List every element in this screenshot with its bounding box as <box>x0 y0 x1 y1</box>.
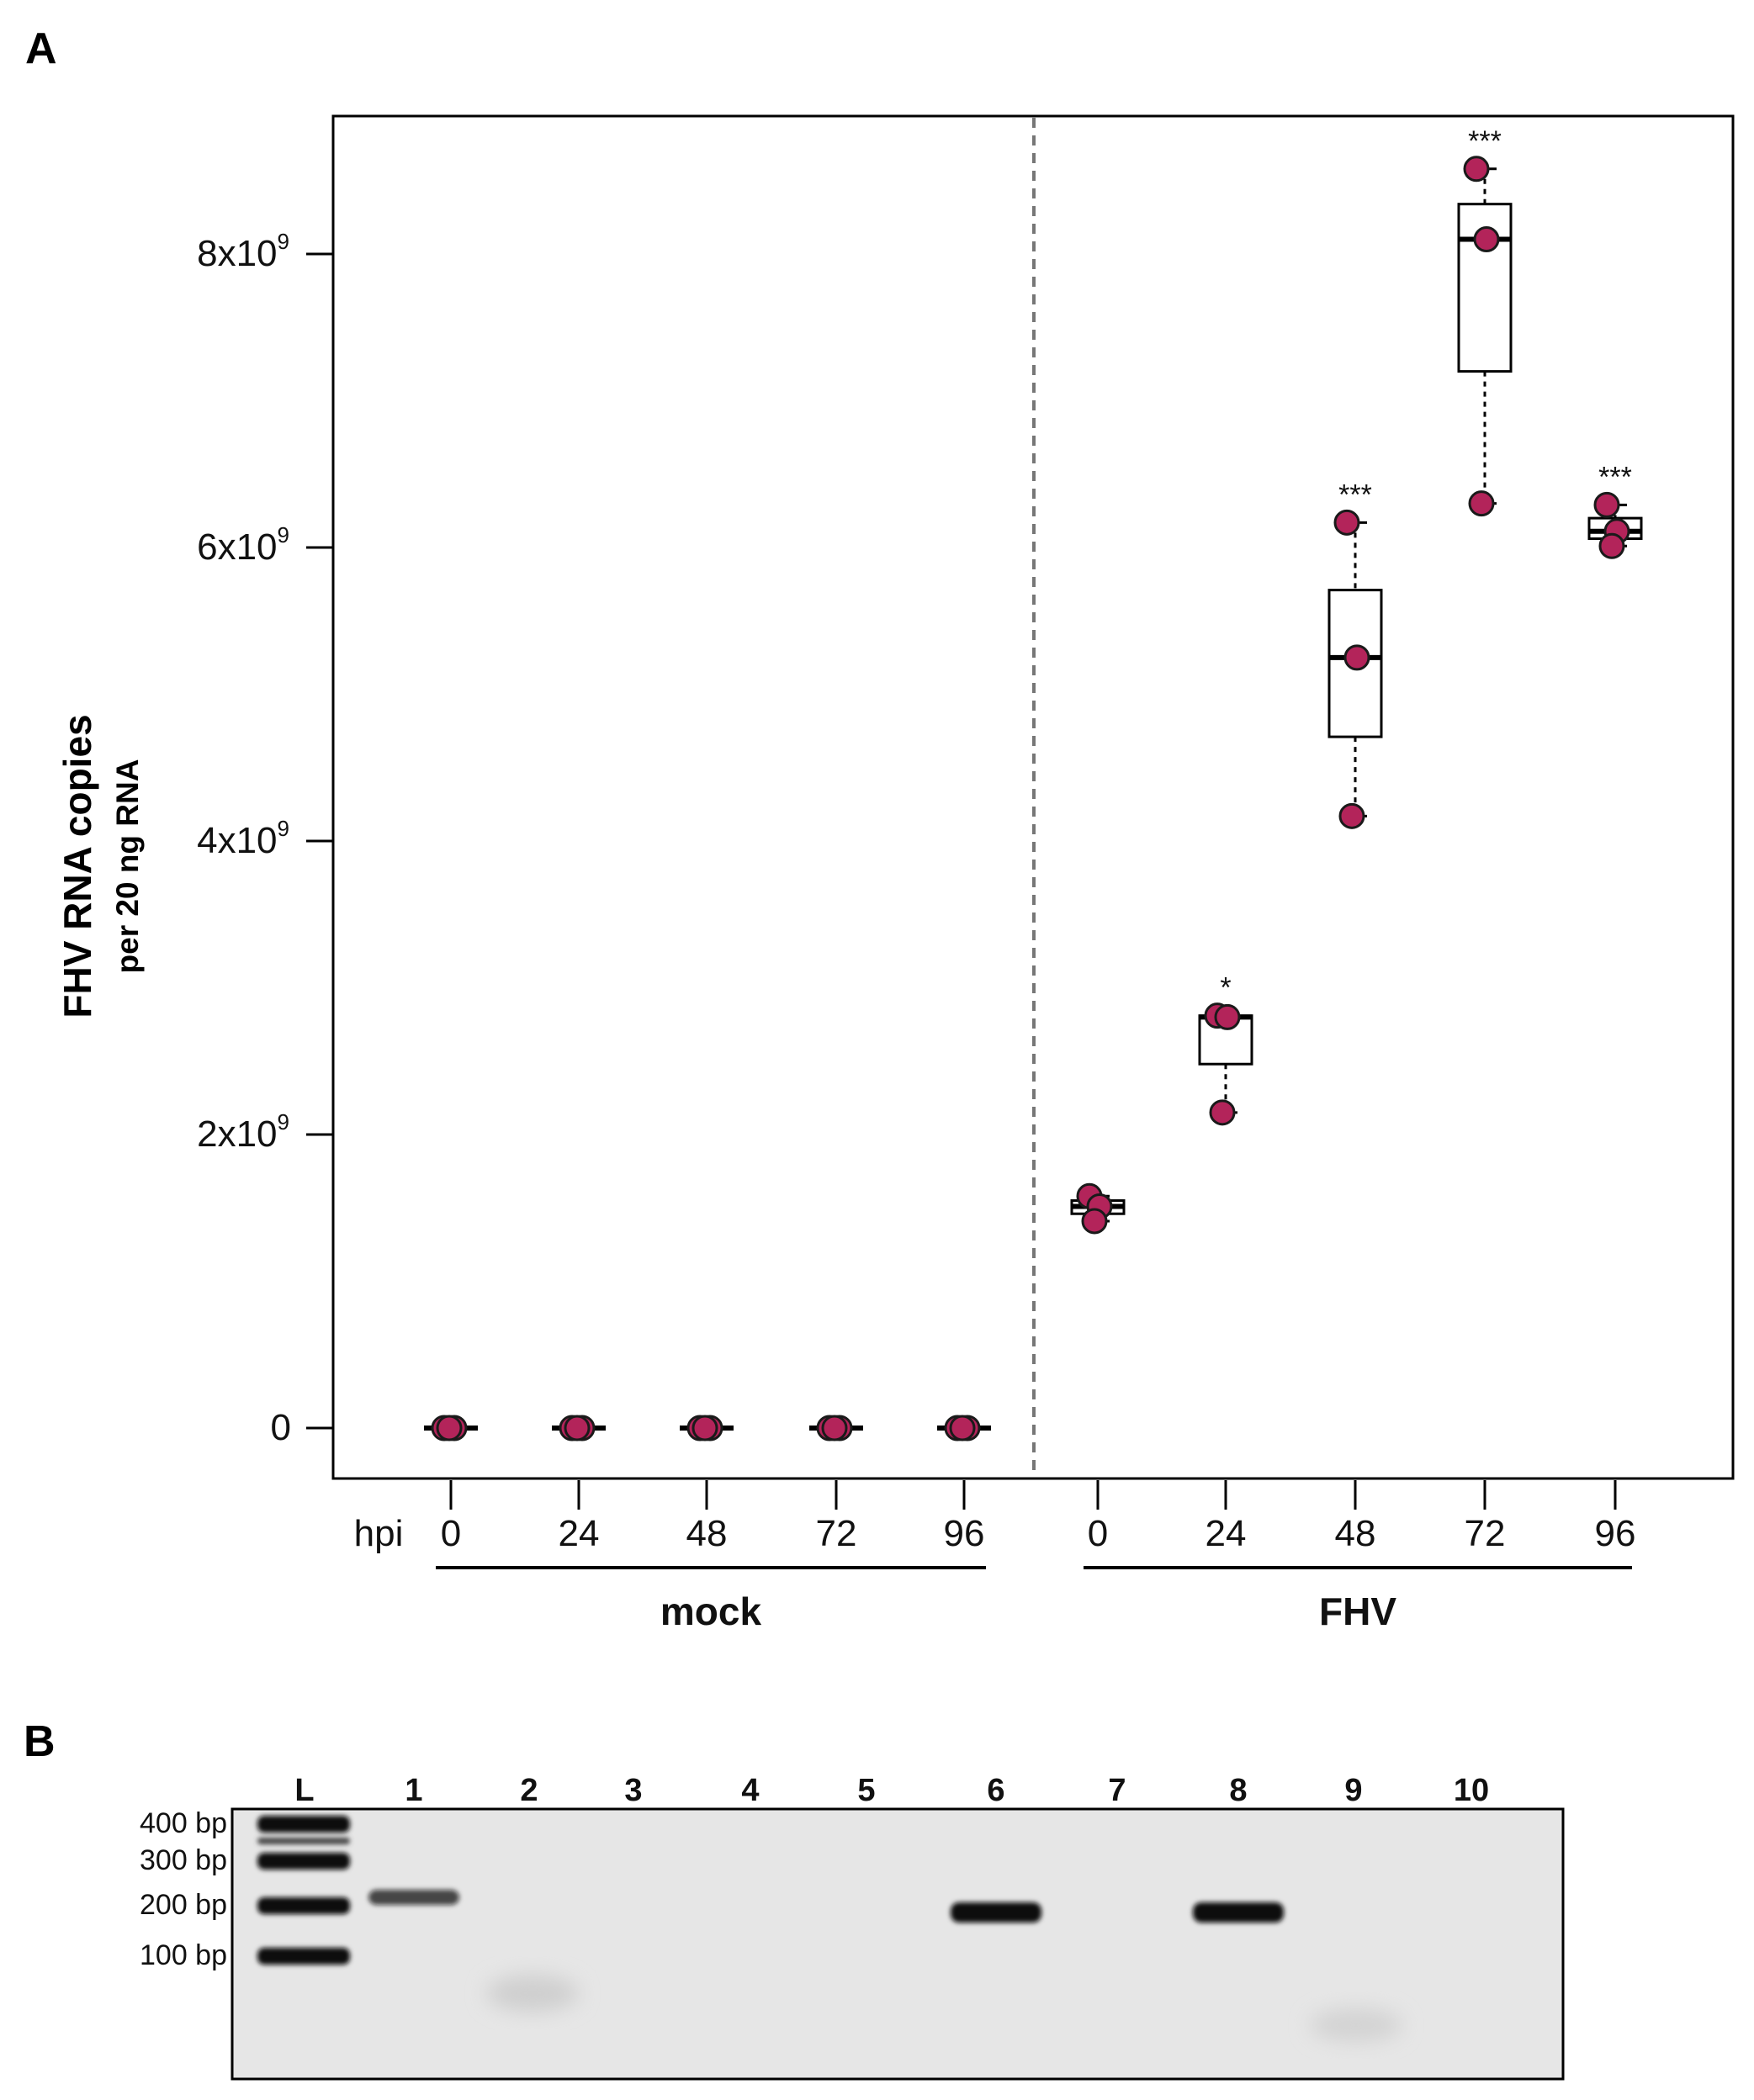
y-tick-exponent: 9 <box>278 1109 289 1135</box>
x-tick-label: 96 <box>1595 1513 1636 1554</box>
box-mock-48 <box>680 1415 734 1441</box>
x-tick-label: 48 <box>686 1513 728 1554</box>
y-tick-exponent: 9 <box>278 522 289 547</box>
significance-label: *** <box>1338 479 1372 510</box>
gel-lane-label: 6 <box>987 1773 1004 1808</box>
ladder-band <box>257 1816 350 1833</box>
data-point <box>949 1415 976 1441</box>
gel-lane-label: 10 <box>1454 1773 1489 1808</box>
data-point <box>564 1415 591 1441</box>
significance-label: *** <box>1468 125 1502 157</box>
box-FHV-0 <box>1070 1182 1126 1235</box>
y-tick-base: 0 <box>271 1407 291 1448</box>
panel-b-label: B <box>24 1717 56 1766</box>
gel-lane-label: 4 <box>741 1773 759 1808</box>
gel-lane-label: 3 <box>624 1773 642 1808</box>
gel-band <box>951 1902 1041 1923</box>
x-tick-label: 24 <box>1206 1513 1247 1554</box>
gel-lane-label: 5 <box>857 1773 875 1808</box>
gel-band <box>1193 1902 1284 1923</box>
gel-size-marker: 400 bp <box>140 1807 227 1839</box>
box-mock-96 <box>937 1415 991 1441</box>
panel-a-label: A <box>25 24 57 73</box>
box-FHV-96: *** <box>1587 461 1643 559</box>
y-tick-base: 8x10 <box>197 233 277 274</box>
data-point <box>1338 802 1365 829</box>
group-label: FHV <box>1319 1590 1396 1633</box>
data-point <box>1473 226 1500 253</box>
gel-lane-label: L <box>294 1773 314 1808</box>
y-axis-sublabel: per 20 ng RNA <box>110 759 145 974</box>
data-point <box>821 1415 848 1441</box>
data-point <box>1209 1099 1236 1126</box>
plot-frame <box>331 114 1735 1480</box>
group-label: mock <box>660 1590 762 1633</box>
data-point <box>1468 490 1495 517</box>
x-tick-label: 0 <box>1088 1513 1108 1554</box>
y-tick-exponent: 9 <box>278 816 289 841</box>
box-FHV-48: *** <box>1327 479 1383 829</box>
data-point <box>1081 1208 1108 1235</box>
x-tick-label: 96 <box>944 1513 985 1554</box>
y-tick-exponent: 9 <box>278 229 289 254</box>
gel-band <box>368 1890 459 1905</box>
gel-size-marker: 300 bp <box>140 1844 227 1876</box>
y-tick-base: 2x10 <box>197 1113 277 1155</box>
ladder-band <box>257 1853 350 1870</box>
box-FHV-24: * <box>1198 972 1253 1126</box>
x-tick-label: 24 <box>559 1513 600 1554</box>
ladder-band <box>257 1897 350 1914</box>
gel-lane-label: 1 <box>405 1773 422 1808</box>
ladder-band <box>257 1838 350 1844</box>
gel-lane-label: 7 <box>1108 1773 1126 1808</box>
box-mock-72 <box>809 1415 863 1441</box>
data-point <box>436 1415 463 1441</box>
y-tick-label: 4x109 <box>197 816 289 861</box>
box-mock-24 <box>552 1415 606 1441</box>
data-point <box>1333 509 1360 536</box>
x-axis: hpi 0 24 48 72 96 0 24 48 72 96 mock FHV <box>354 1480 1636 1633</box>
x-tick-label: 72 <box>1465 1513 1506 1554</box>
box-mock-0 <box>424 1415 478 1441</box>
gel-lane-label: 2 <box>520 1773 538 1808</box>
y-tick-base: 4x10 <box>197 820 277 861</box>
x-tick-label: 48 <box>1335 1513 1376 1554</box>
data-point <box>1598 532 1625 559</box>
data-point <box>1343 644 1370 671</box>
gel-size-marker: 100 bp <box>140 1939 227 1971</box>
gel-size-marker: 200 bp <box>140 1889 227 1921</box>
gel-smear <box>1310 2008 1402 2042</box>
data-point <box>1214 1003 1241 1030</box>
gel-smear <box>486 1975 579 2012</box>
x-tick-label: 0 <box>441 1513 461 1554</box>
y-axis-title: FHV RNA copies per 20 ng RNA <box>56 714 145 1018</box>
data-point <box>1463 156 1490 182</box>
gel-content: L 1 2 3 4 5 6 7 8 9 10 400 bp 300 bp 200 bp 100 bp <box>140 1773 1489 2042</box>
box-FHV-72: *** <box>1457 125 1513 517</box>
y-tick-label: 8x109 <box>197 229 289 274</box>
significance-label: * <box>1220 972 1231 1004</box>
y-tick-base: 6x10 <box>197 526 277 568</box>
y-tick-label: 6x109 <box>197 522 289 568</box>
significance-label: *** <box>1598 461 1632 493</box>
ladder-band <box>257 1948 350 1965</box>
gel-lane-label: 9 <box>1344 1773 1362 1808</box>
y-axis-label: FHV RNA copies <box>56 714 99 1018</box>
data-point <box>692 1415 718 1441</box>
y-tick-label: 0 <box>271 1407 291 1448</box>
gel-lane-label: 8 <box>1229 1773 1247 1808</box>
x-tick-label: 72 <box>816 1513 857 1554</box>
data-point <box>1593 491 1620 518</box>
x-axis-prefix: hpi <box>354 1513 404 1554</box>
plot-marks: ********** <box>424 125 1643 1441</box>
y-tick-label: 2x109 <box>197 1109 289 1155</box>
